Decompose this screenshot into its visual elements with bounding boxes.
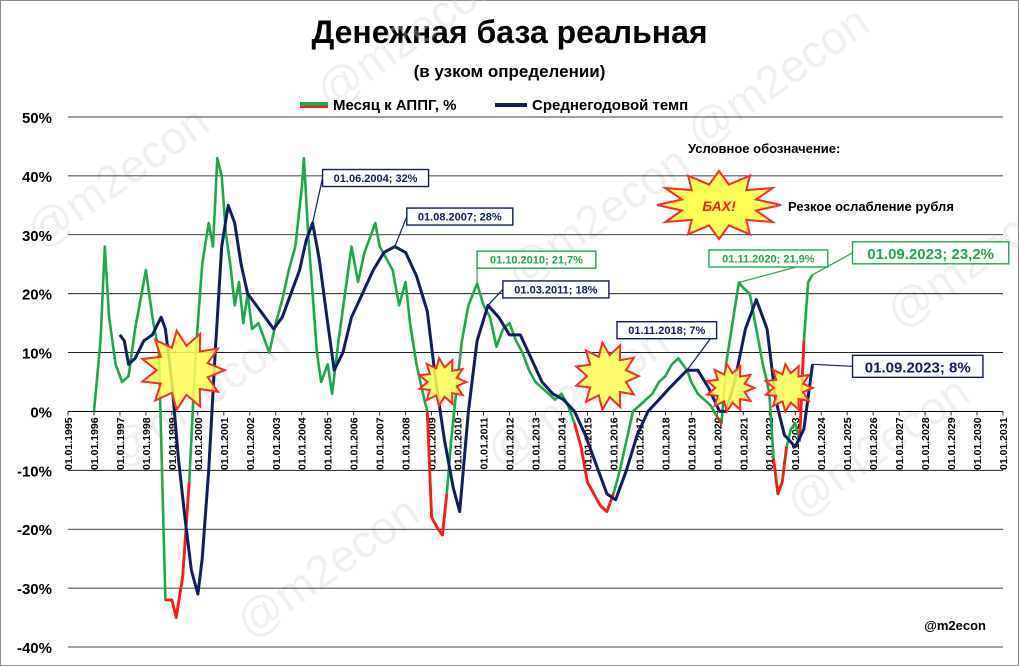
series-line-ruble-crash xyxy=(716,416,723,425)
y-tick-label: 0% xyxy=(30,404,52,421)
burst-legend-note: Условное обозначение: БАХ! Резкое ослабл… xyxy=(656,141,954,241)
x-tick-label: 01.01.2025 xyxy=(842,417,854,470)
x-tick-label: 01.01.1998 xyxy=(141,417,153,470)
x-tick-label: 01.01.2012 xyxy=(505,417,517,470)
y-tick-label: -10% xyxy=(17,463,52,480)
series-line-ruble-crash xyxy=(165,482,191,619)
x-tick-label: 01.01.2031 xyxy=(998,417,1010,470)
watermark-text: @m2econ xyxy=(676,0,878,158)
y-tick-label: 20% xyxy=(22,287,52,304)
x-tick-label: 01.01.2020 xyxy=(712,417,724,470)
source-credit: @m2econ xyxy=(924,618,986,633)
ruble-crash-burst xyxy=(763,361,816,415)
legend: Месяц к АППГ, % Среднегодовой темп xyxy=(300,97,688,114)
chart-subtitle: (в узком определении) xyxy=(413,62,606,81)
x-tick-label: 01.01.2008 xyxy=(401,417,413,470)
y-axis-ticks: -40% -30% -20% -10% 0% 10% 20% 30% 40% 50% xyxy=(17,110,52,657)
annotation-box xyxy=(851,354,984,379)
x-tick-label: 01.01.2006 xyxy=(349,417,361,470)
y-tick-label: -20% xyxy=(17,522,52,539)
x-tick-label: 01.01.2005 xyxy=(323,417,335,470)
watermark-layer: @m2econ@m2econ @m2econ@m2econ@m2econ @m2ec… xyxy=(16,0,1019,648)
annotation-label: 01.08.2007; 28% xyxy=(418,212,502,224)
chart-title: Денежная база реальная xyxy=(311,14,708,50)
ruble-crash-burst xyxy=(704,361,757,415)
x-tick-label: 01.01.2001 xyxy=(219,417,231,470)
y-tick-label: 10% xyxy=(22,346,52,363)
annotation-box xyxy=(851,241,1010,265)
x-tick-label: 01.01.2007 xyxy=(375,417,387,470)
annotation-label: 01.09.2023; 8% xyxy=(865,359,971,376)
x-tick-label: 01.01.2010 xyxy=(453,417,465,470)
x-tick-label: 01.01.2021 xyxy=(738,417,750,470)
series-line-ruble-crash xyxy=(573,422,615,513)
ruble-crash-bursts xyxy=(139,328,816,415)
annotation-box xyxy=(406,207,514,226)
x-tick-label: 01.01.2026 xyxy=(868,417,880,470)
ruble-crash-burst xyxy=(573,339,642,413)
annotation-leader xyxy=(311,177,324,224)
x-tick-label: 01.01.1995 xyxy=(63,417,75,470)
annotation-label: 01.11.2018; 7% xyxy=(628,325,705,337)
x-tick-label: 01.01.2017 xyxy=(634,417,646,470)
x-tick-label: 01.01.2027 xyxy=(894,417,906,470)
x-tick-label: 01.01.2029 xyxy=(946,417,958,470)
legend-label-monthly: Месяц к АППГ, % xyxy=(333,97,456,114)
y-tick-label: -30% xyxy=(17,581,52,598)
x-tick-label: 01.01.1996 xyxy=(89,417,101,470)
x-tick-label: 01.01.1997 xyxy=(115,417,127,470)
x-tick-label: 01.01.2000 xyxy=(193,417,205,470)
annotation-label: 01.06.2004; 32% xyxy=(334,173,418,185)
annotation-layer: 01.06.2004; 32% 01.08.2007; 28% 01.10.2010… xyxy=(311,168,1010,379)
ruble-crash-burst xyxy=(139,328,228,413)
x-tick-label: 01.01.2030 xyxy=(972,417,984,470)
x-tick-label: 01.01.2024 xyxy=(816,417,828,470)
x-tick-label: 01.01.2018 xyxy=(660,417,672,470)
legend-burst-label: БАХ! xyxy=(702,198,736,214)
x-tick-label: 01.01.2004 xyxy=(297,417,309,470)
annotation-box xyxy=(502,280,610,299)
annotation-box xyxy=(476,250,597,269)
annotation-leader xyxy=(812,363,853,367)
x-tick-label: 01.01.2003 xyxy=(271,417,283,470)
watermark-text: @m2econ xyxy=(226,485,428,648)
y-tick-label: 40% xyxy=(22,169,52,186)
x-tick-label: 01.01.2016 xyxy=(608,417,620,470)
x-axis-ticks: 01.01.1995 01.01.1996 01.01.1997 01.01.1998… xyxy=(63,411,1010,470)
annotation-box xyxy=(616,321,718,340)
watermark-text: @m2econ xyxy=(496,135,698,298)
x-tick-label: 01.01.2002 xyxy=(245,417,257,470)
x-tick-label: 01.01.2028 xyxy=(920,417,932,470)
legend-burst-icon xyxy=(656,169,782,241)
annotation-leader xyxy=(394,216,408,247)
annotation-label: 01.09.2023; 23,2% xyxy=(867,246,994,263)
x-tick-label: 01.01.2019 xyxy=(686,417,698,470)
ruble-crash-burst xyxy=(416,355,469,409)
annotation-label: 01.11.2020; 21,9% xyxy=(722,253,815,265)
annotation-label: 01.03.2011; 18% xyxy=(514,284,597,296)
legend-burst-text: Резкое ослабление рубля xyxy=(788,199,954,214)
annotation-leader xyxy=(487,289,504,306)
x-tick-label: 01.01.2011 xyxy=(479,417,491,469)
annotation-box xyxy=(708,249,829,268)
x-tick-label: 01.01.2013 xyxy=(531,417,543,470)
annotation-leader xyxy=(812,252,853,276)
y-tick-label: 50% xyxy=(22,110,52,127)
annotation-label: 01.10.2010; 21,7% xyxy=(490,255,583,267)
legend-note-heading: Условное обозначение: xyxy=(688,141,840,156)
x-tick-label: 01.01.2014 xyxy=(556,417,568,470)
series-line-ruble-crash xyxy=(772,446,788,496)
y-tick-label: -40% xyxy=(17,640,52,657)
series-line-ruble-crash xyxy=(425,411,449,537)
legend-label-average: Среднегодовой темп xyxy=(532,97,688,114)
annotation-box xyxy=(321,168,430,188)
y-tick-label: 30% xyxy=(22,228,52,245)
